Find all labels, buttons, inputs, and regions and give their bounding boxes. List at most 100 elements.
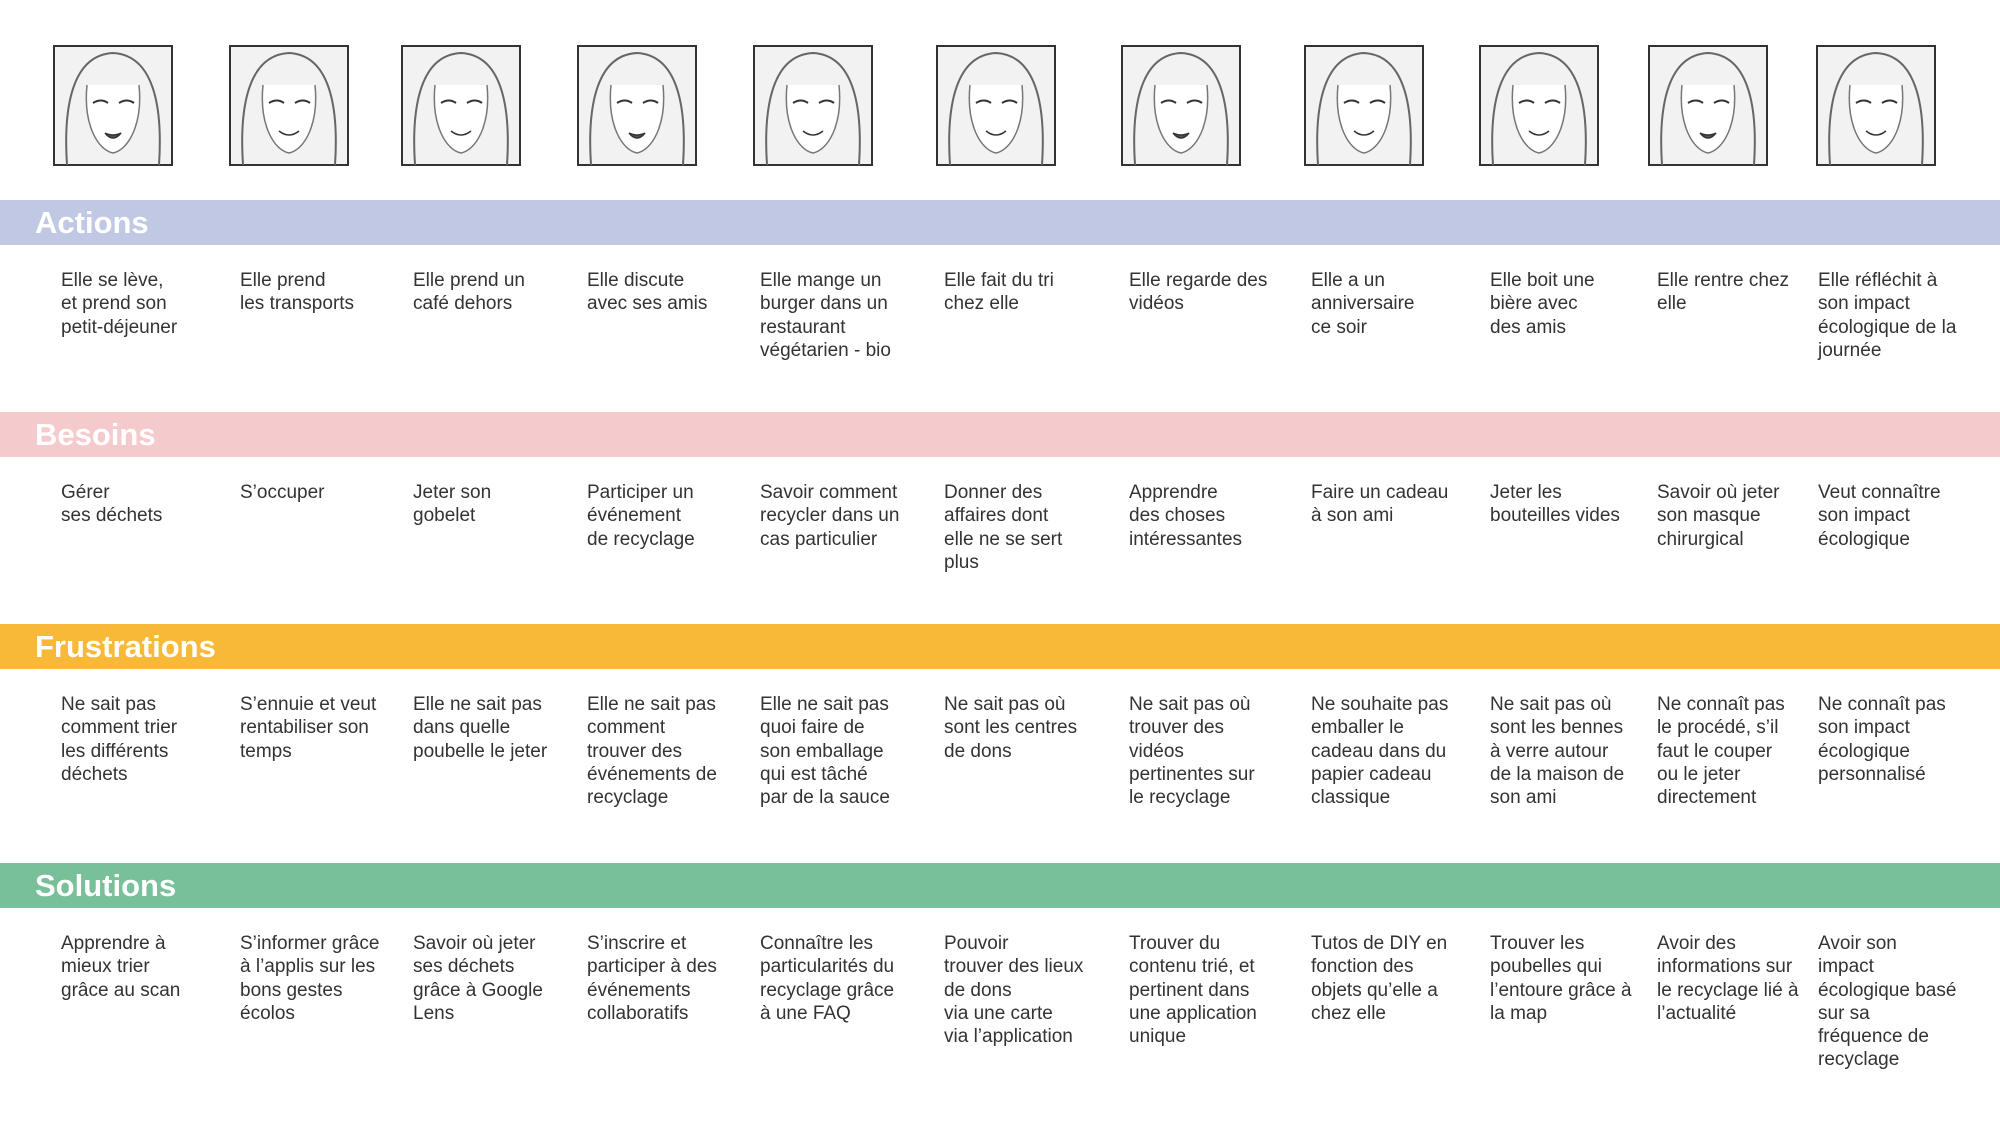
cell-text: Veut connaître son impact écologique	[1818, 482, 1941, 550]
cell-text: Elle rentre chez elle	[1657, 270, 1790, 315]
eyes	[440, 99, 483, 104]
cell-text: Apprendre à mieux trier grâce au scan	[61, 933, 181, 1001]
cell-text: Jeter son gobelet	[413, 482, 492, 527]
cell-text: Avoir son impact écologique basé sur sa …	[1818, 933, 1957, 1071]
face	[261, 84, 317, 154]
section-band: Besoins	[0, 412, 2000, 457]
cell-text: Participer un événement de recyclage	[587, 482, 695, 550]
eyes	[975, 99, 1018, 104]
mouth	[1172, 132, 1190, 139]
mouth	[1865, 130, 1887, 136]
mouth	[278, 130, 300, 136]
cell-text: Ne connaît pas son impact écologique per…	[1818, 694, 1946, 785]
hair	[1660, 51, 1756, 166]
cell-text: Elle mange un burger dans un restaurant …	[760, 270, 891, 361]
portrait	[1479, 45, 1599, 166]
mouth	[1353, 130, 1375, 136]
portrait	[936, 45, 1056, 166]
cell-text: S’informer grâce à l’applis sur les bons…	[240, 933, 380, 1024]
cell-text: Elle discute avec ses amis	[587, 270, 708, 315]
cell-text: Ne connaît pas le procédé, s’il faut le …	[1657, 694, 1785, 809]
hair	[1491, 51, 1587, 166]
hair	[589, 51, 685, 166]
mouth	[628, 132, 646, 139]
cell-text: Apprendre des choses intéressantes	[1129, 482, 1243, 550]
eyes	[792, 99, 835, 104]
eyes	[1160, 99, 1203, 104]
cell-text: Elle ne sait pas dans quelle poubelle le…	[413, 694, 548, 762]
cell-text: Elle regarde des vidéos	[1129, 270, 1268, 315]
eyes	[616, 99, 659, 104]
cell-text: Savoir comment recycler dans un cas part…	[760, 482, 900, 550]
cell-text: Elle prend un café dehors	[413, 270, 525, 315]
mouth	[1528, 130, 1550, 136]
section-band: Actions	[0, 200, 2000, 245]
mouth	[1699, 132, 1717, 139]
mouth	[985, 130, 1007, 136]
portrait	[1816, 45, 1936, 166]
cell-text: Pouvoir trouver des lieux de dons via un…	[944, 933, 1084, 1048]
face	[433, 84, 489, 154]
face	[1153, 84, 1209, 154]
cell-text: Ne sait pas où sont les bennes à verre a…	[1490, 694, 1625, 809]
hair	[65, 51, 161, 166]
hair	[413, 51, 509, 166]
cell-text: Connaître les particularités du recyclag…	[760, 933, 895, 1024]
portrait	[753, 45, 873, 166]
hair	[948, 51, 1044, 166]
cell-text: Trouver les poubelles qui l’entoure grâc…	[1490, 933, 1632, 1024]
cell-text: S’ennuie et veut rentabiliser son temps	[240, 694, 377, 762]
hair	[241, 51, 337, 166]
eyes	[1343, 99, 1386, 104]
section-title: Actions	[35, 205, 149, 240]
mouth	[450, 130, 472, 136]
cell-text: Ne sait pas où sont les centres de dons	[944, 694, 1078, 762]
hair	[765, 51, 861, 166]
section-band: Solutions	[0, 863, 2000, 908]
cell-text: Savoir où jeter son masque chirurgical	[1657, 482, 1780, 550]
section-title: Solutions	[35, 868, 177, 903]
face	[785, 84, 841, 154]
cell-text: Elle fait du tri chez elle	[944, 270, 1054, 315]
cell-text: Donner des affaires dont elle ne se sert…	[944, 482, 1063, 573]
eyes	[268, 99, 311, 104]
cell-text: Tutos de DIY en fonction des objets qu’e…	[1311, 933, 1448, 1024]
eyes	[1518, 99, 1561, 104]
cell-text: Jeter les bouteilles vides	[1490, 482, 1620, 527]
face	[85, 84, 141, 154]
cell-text: Elle ne sait pas quoi faire de son embal…	[760, 694, 890, 809]
section-title: Besoins	[35, 417, 156, 452]
face	[1680, 84, 1736, 154]
eyes	[92, 99, 135, 104]
face	[1511, 84, 1567, 154]
cell-text: Elle réfléchit à son impact écologique d…	[1818, 270, 1957, 361]
portrait	[1648, 45, 1768, 166]
portrait	[1304, 45, 1424, 166]
cell-text: Elle ne sait pas comment trouver des évé…	[587, 694, 717, 809]
mouth	[802, 130, 824, 136]
cell-text: Elle a un anniversaire ce soir	[1311, 270, 1415, 338]
portrait	[577, 45, 697, 166]
cell-text: Ne souhaite pas emballer le cadeau dans …	[1311, 694, 1449, 809]
portrait	[1121, 45, 1241, 166]
cell-text: Elle se lève, et prend son petit-déjeune…	[61, 270, 178, 338]
eyes	[1687, 99, 1730, 104]
face	[1336, 84, 1392, 154]
cell-text: S’occuper	[240, 482, 325, 503]
face	[968, 84, 1024, 154]
section-title: Frustrations	[35, 629, 216, 664]
section-band: Frustrations	[0, 624, 2000, 669]
cell-text: Faire un cadeau à son ami	[1311, 482, 1449, 527]
portrait	[229, 45, 349, 166]
cell-text: Elle prend les transports	[240, 270, 355, 315]
portrait	[401, 45, 521, 166]
hair	[1316, 51, 1412, 166]
cell-text: S’inscrire et participer à des événement…	[587, 933, 717, 1024]
cell-text: Avoir des informations sur le recyclage …	[1657, 933, 1799, 1024]
face	[1848, 84, 1904, 154]
cell-text: Trouver du contenu trié, et pertinent da…	[1129, 933, 1257, 1048]
cell-text: Elle boit une bière avec des amis	[1490, 270, 1595, 338]
mouth	[104, 132, 122, 139]
eyes	[1855, 99, 1898, 104]
